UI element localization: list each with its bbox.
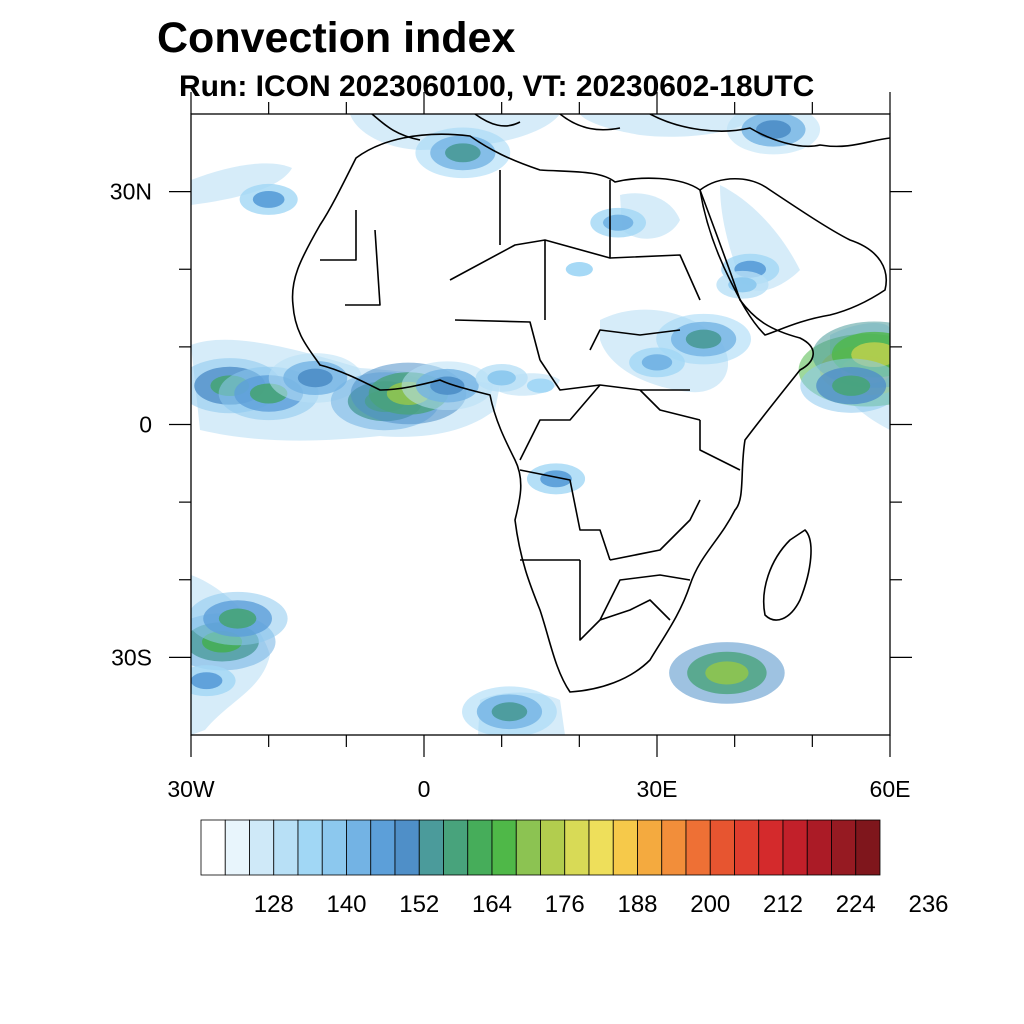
convection-cell xyxy=(602,214,634,231)
colorbar-swatch xyxy=(540,819,566,876)
convection-cell xyxy=(491,702,528,722)
colorbar-swatch xyxy=(758,819,784,876)
colorbar-swatch xyxy=(273,819,299,876)
colorbar-swatch xyxy=(394,819,420,876)
map-subtitle: Run: ICON 2023060100, VT: 20230602-18UTC xyxy=(179,70,815,103)
convection-cell xyxy=(445,143,481,163)
colorbar-swatch xyxy=(515,819,541,876)
convection-cell xyxy=(297,368,333,388)
convection-cell xyxy=(565,262,593,277)
colorbar-swatch xyxy=(637,819,663,876)
colorbar-swatch xyxy=(249,819,275,876)
convection-cell xyxy=(218,608,257,629)
colorbar-swatch xyxy=(588,819,614,876)
coastlines-and-borders xyxy=(291,114,890,693)
colorbar-swatch xyxy=(831,819,857,876)
lat-tick-label: 0 xyxy=(139,412,152,438)
convection-cell xyxy=(705,661,749,685)
convection-cell xyxy=(191,672,223,690)
colorbar-label: 212 xyxy=(763,891,803,918)
colorbar-swatch xyxy=(418,819,444,876)
colorbar-label: 188 xyxy=(617,891,657,918)
colorbar-swatch xyxy=(855,819,881,876)
colorbar-label: 164 xyxy=(472,891,512,918)
axis-tick-labels: 30W 0 30E 60E 30N 0 30S xyxy=(110,179,911,802)
convection-cell xyxy=(685,329,722,349)
convection-cell xyxy=(526,378,555,393)
map-title: Convection index xyxy=(157,14,516,62)
colorbar-swatch xyxy=(709,819,735,876)
colorbar-swatch xyxy=(806,819,832,876)
colorbar-swatch xyxy=(612,819,638,876)
lat-tick-label: 30N xyxy=(110,179,152,205)
africa-borders xyxy=(320,170,741,641)
convection-cell xyxy=(430,376,465,395)
colorbar-swatch xyxy=(200,819,226,876)
axis-ticks xyxy=(169,92,912,757)
colorbar-swatch xyxy=(346,819,372,876)
madagascar xyxy=(762,529,812,621)
africa-coastline xyxy=(291,133,814,693)
colorbar-swatch xyxy=(370,819,396,876)
convection-cell xyxy=(540,470,572,488)
colorbar-swatch xyxy=(491,819,517,876)
lat-tick-label: 30S xyxy=(111,644,152,670)
convection-cell xyxy=(252,190,285,208)
europe-coast xyxy=(371,114,890,148)
convection-cell xyxy=(641,354,673,371)
arabian-peninsula xyxy=(699,178,887,336)
lon-tick-label: 0 xyxy=(418,776,431,802)
convection-cell xyxy=(487,370,516,386)
convection-cell xyxy=(756,120,791,139)
lon-tick-label: 30E xyxy=(637,776,678,802)
colorbar-label: 200 xyxy=(690,891,730,918)
colorbar-swatch xyxy=(443,819,469,876)
colorbar-swatch xyxy=(661,819,687,876)
colorbar-label: 236 xyxy=(908,891,948,918)
colorbar-label: 224 xyxy=(836,891,876,918)
colorbar-swatch xyxy=(734,819,760,876)
colorbar xyxy=(200,819,881,876)
colorbar-label: 176 xyxy=(545,891,585,918)
colorbar-swatch xyxy=(321,819,347,876)
colorbar-label: 128 xyxy=(254,891,294,918)
convection-cell xyxy=(832,375,871,396)
colorbar-label: 152 xyxy=(399,891,439,918)
lon-tick-label: 60E xyxy=(870,776,911,802)
colorbar-label: 140 xyxy=(326,891,366,918)
colorbar-swatch xyxy=(782,819,808,876)
convection-field xyxy=(191,114,890,735)
colorbar-swatch xyxy=(297,819,323,876)
colorbar-swatch xyxy=(685,819,711,876)
colorbar-swatch xyxy=(564,819,590,876)
lon-tick-label: 30W xyxy=(167,776,215,802)
colorbar-swatch xyxy=(224,819,250,876)
colorbar-swatch xyxy=(467,819,493,876)
colorbar-labels: 128 140 152 164 176 188 200 212 224 236 xyxy=(254,891,949,918)
